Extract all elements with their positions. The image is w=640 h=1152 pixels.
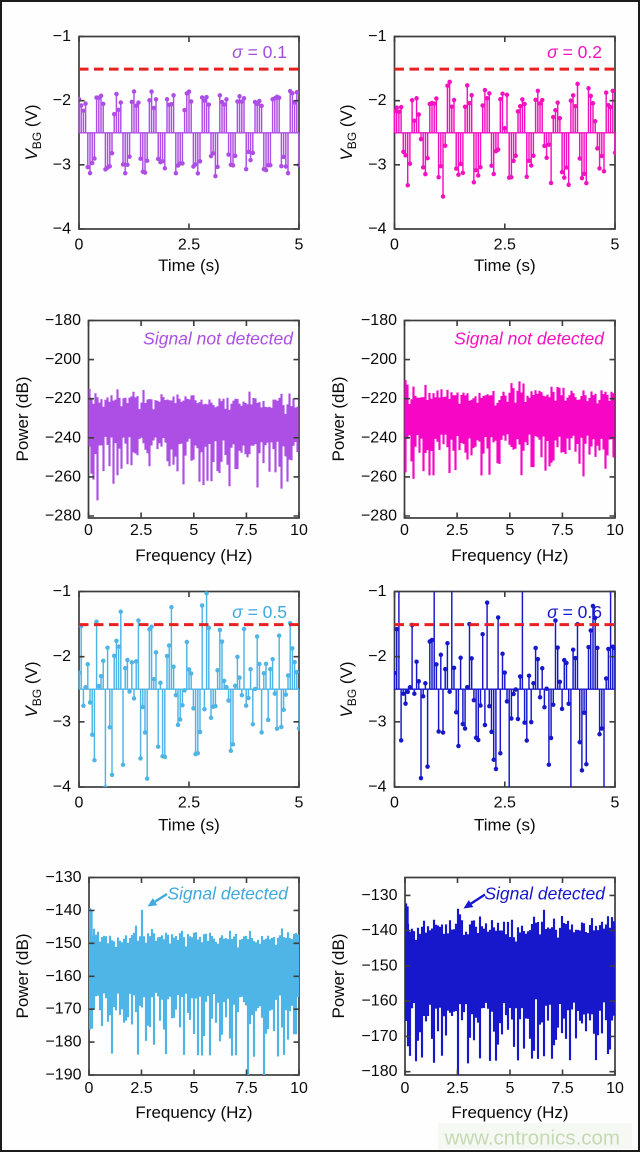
svg-text:10: 10 [290,1080,308,1097]
svg-text:www.cntronics.com: www.cntronics.com [444,1127,620,1150]
svg-text:−3: −3 [53,713,71,730]
svg-text:−4: −4 [368,221,386,238]
svg-text:2.5: 2.5 [178,795,200,812]
svg-text:−260: −260 [361,468,397,485]
svg-text:−170: −170 [45,1001,81,1018]
svg-text:VBG (V): VBG (V) [22,104,44,160]
svg-text:10: 10 [606,522,624,539]
svg-text:−1: −1 [53,28,71,45]
svg-text:Power (dB): Power (dB) [13,933,32,1018]
svg-text:−4: −4 [368,779,386,796]
svg-text:−180: −180 [45,1034,81,1051]
svg-text:Time (s): Time (s) [474,256,536,275]
svg-text:0: 0 [75,237,84,254]
svg-text:0: 0 [390,795,399,812]
svg-text:Frequency (Hz): Frequency (Hz) [135,1103,252,1122]
svg-text:5: 5 [506,1080,515,1097]
svg-text:−4: −4 [53,221,71,238]
svg-text:Signal detected: Signal detected [167,884,289,904]
svg-text:−240: −240 [361,429,397,446]
svg-text:σ = 0.5: σ = 0.5 [232,602,287,622]
svg-text:−180: −180 [361,312,397,329]
svg-text:0: 0 [400,522,409,539]
svg-text:−260: −260 [45,468,81,485]
svg-text:−180: −180 [45,312,81,329]
svg-text:5: 5 [505,522,514,539]
svg-text:Frequency (Hz): Frequency (Hz) [451,546,568,565]
svg-text:5: 5 [295,237,304,254]
svg-text:Signal not detected: Signal not detected [143,329,294,349]
svg-text:−190: −190 [45,1067,81,1084]
svg-text:−4: −4 [53,779,71,796]
svg-text:Time (s): Time (s) [158,816,220,835]
svg-text:5: 5 [189,522,198,539]
svg-text:−220: −220 [45,390,81,407]
svg-text:−2: −2 [368,648,386,665]
svg-text:−200: −200 [45,351,81,368]
svg-text:−1: −1 [53,583,71,600]
svg-text:−3: −3 [53,156,71,173]
svg-text:−150: −150 [361,957,397,974]
svg-text:−160: −160 [45,968,81,985]
svg-text:5: 5 [190,1080,199,1097]
svg-text:Time (s): Time (s) [158,256,220,275]
svg-text:7.5: 7.5 [551,522,573,539]
svg-text:σ = 0.6: σ = 0.6 [547,602,602,622]
svg-text:−2: −2 [53,92,71,109]
svg-text:VBG (V): VBG (V) [337,661,359,717]
svg-text:10: 10 [290,522,308,539]
svg-text:2.5: 2.5 [446,522,468,539]
svg-text:−3: −3 [368,713,386,730]
svg-text:7.5: 7.5 [235,522,257,539]
svg-text:−150: −150 [45,935,81,952]
svg-text:−280: −280 [45,508,81,525]
svg-text:−160: −160 [361,993,397,1010]
svg-text:Frequency (Hz): Frequency (Hz) [451,1103,568,1122]
svg-text:2.5: 2.5 [130,1080,152,1097]
svg-text:Power (dB): Power (dB) [329,376,348,461]
svg-text:−2: −2 [53,648,71,665]
svg-text:2.5: 2.5 [130,522,152,539]
svg-text:Power (dB): Power (dB) [13,376,32,461]
svg-text:7.5: 7.5 [235,1080,257,1097]
svg-text:5: 5 [611,237,620,254]
svg-text:−130: −130 [361,887,397,904]
svg-text:0: 0 [84,522,93,539]
svg-text:5: 5 [295,795,304,812]
svg-text:−3: −3 [368,156,386,173]
svg-text:−1: −1 [368,583,386,600]
svg-text:5: 5 [611,795,620,812]
svg-text:Power (dB): Power (dB) [329,933,348,1018]
svg-text:−140: −140 [361,922,397,939]
svg-text:10: 10 [606,1080,624,1097]
svg-text:2.5: 2.5 [494,795,516,812]
svg-text:VBG (V): VBG (V) [22,661,44,717]
svg-text:7.5: 7.5 [551,1080,573,1097]
svg-text:Frequency (Hz): Frequency (Hz) [135,546,252,565]
svg-text:−220: −220 [361,390,397,407]
svg-text:2.5: 2.5 [446,1080,468,1097]
svg-text:−130: −130 [45,869,81,886]
svg-text:2.5: 2.5 [494,237,516,254]
svg-text:−2: −2 [368,92,386,109]
svg-text:0: 0 [75,795,84,812]
svg-text:Time (s): Time (s) [474,816,536,835]
svg-text:−1: −1 [368,28,386,45]
svg-text:0: 0 [401,1080,410,1097]
svg-text:0: 0 [85,1080,94,1097]
svg-text:σ = 0.1: σ = 0.1 [232,42,287,62]
svg-text:Signal detected: Signal detected [484,884,606,904]
svg-text:−140: −140 [45,902,81,919]
svg-text:VBG (V): VBG (V) [337,104,359,160]
svg-text:−240: −240 [45,429,81,446]
svg-text:σ = 0.2: σ = 0.2 [547,42,602,62]
svg-text:−280: −280 [361,508,397,525]
svg-text:−170: −170 [361,1028,397,1045]
svg-text:2.5: 2.5 [178,237,200,254]
svg-text:Signal not detected: Signal not detected [454,329,605,349]
svg-text:−180: −180 [361,1063,397,1080]
svg-text:0: 0 [390,237,399,254]
svg-text:−200: −200 [361,351,397,368]
